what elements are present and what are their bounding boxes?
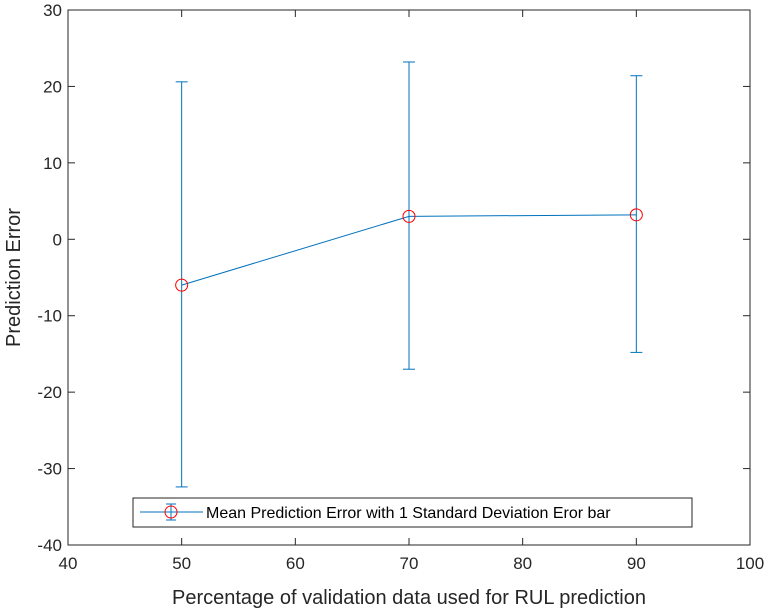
y-axis: -40 -30 -20 -10 0 10 20 30 bbox=[37, 1, 750, 555]
x-axis-label: Percentage of validation data used for R… bbox=[172, 587, 646, 609]
y-tick-label: -10 bbox=[37, 307, 62, 326]
y-tick-label: -20 bbox=[37, 383, 62, 402]
x-tick-label: 50 bbox=[172, 554, 191, 573]
y-tick-label: 20 bbox=[43, 77, 62, 96]
x-axis: 40 50 60 70 80 90 100 bbox=[59, 10, 764, 573]
legend-label: Mean Prediction Error with 1 Standard De… bbox=[206, 505, 611, 522]
legend: Mean Prediction Error with 1 Standard De… bbox=[132, 497, 693, 528]
y-axis-label: Prediction Error bbox=[3, 208, 25, 347]
data-point-marker bbox=[629, 208, 643, 222]
legend-box bbox=[132, 497, 693, 528]
x-tick-label: 70 bbox=[400, 554, 419, 573]
legend-marker bbox=[164, 505, 178, 519]
y-tick-label: 10 bbox=[43, 154, 62, 173]
series-layer bbox=[175, 61, 643, 488]
data-point-marker bbox=[402, 209, 416, 223]
data-point-marker bbox=[175, 278, 189, 292]
y-tick-label: -30 bbox=[37, 460, 62, 479]
y-tick-label: 30 bbox=[43, 1, 62, 20]
x-tick-label: 60 bbox=[286, 554, 305, 573]
y-tick-label: 0 bbox=[53, 230, 62, 249]
x-tick-label: 90 bbox=[627, 554, 646, 573]
x-tick-label: 80 bbox=[513, 554, 532, 573]
y-tick-label: -40 bbox=[37, 536, 62, 555]
x-tick-label: 40 bbox=[59, 554, 78, 573]
x-tick-label: 100 bbox=[736, 554, 764, 573]
